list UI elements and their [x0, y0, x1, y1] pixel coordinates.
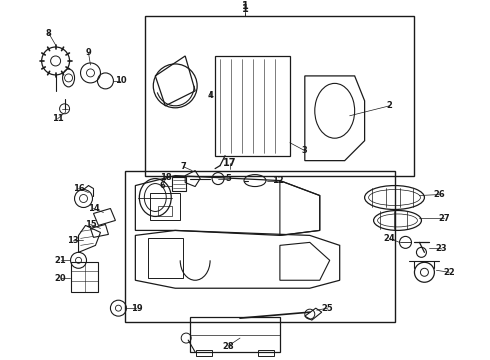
Bar: [258, 350, 274, 356]
Text: 13: 13: [67, 236, 78, 245]
Text: 9: 9: [86, 49, 91, 58]
Bar: [148, 238, 183, 278]
Bar: [150, 193, 180, 220]
Text: 23: 23: [436, 244, 447, 253]
Text: 10: 10: [115, 76, 126, 85]
Text: 22: 22: [443, 268, 455, 277]
Text: 7: 7: [180, 162, 186, 171]
Text: 8: 8: [46, 28, 51, 37]
Text: 26: 26: [434, 190, 445, 199]
Bar: [71, 262, 98, 292]
Text: 18: 18: [160, 173, 172, 182]
Text: 27: 27: [439, 214, 450, 223]
Bar: [190, 317, 280, 352]
Text: 1: 1: [242, 4, 248, 14]
Text: 19: 19: [130, 304, 142, 313]
Text: 2: 2: [387, 101, 392, 110]
Text: 16: 16: [73, 184, 84, 193]
Text: 21: 21: [55, 256, 67, 265]
Text: 1: 1: [242, 1, 248, 11]
Text: 6: 6: [159, 181, 165, 190]
Bar: [196, 350, 212, 356]
Text: 24: 24: [384, 234, 395, 243]
Text: 17: 17: [223, 158, 237, 168]
Text: 3: 3: [302, 146, 308, 155]
Bar: [146, 16, 415, 176]
Text: 5: 5: [225, 174, 231, 183]
Text: 12: 12: [272, 176, 284, 185]
Bar: [172, 177, 186, 190]
Bar: [158, 207, 172, 216]
Text: 14: 14: [88, 204, 99, 213]
Text: 20: 20: [55, 274, 67, 283]
Text: 11: 11: [52, 114, 64, 123]
Text: 25: 25: [322, 304, 334, 313]
Text: 15: 15: [85, 220, 97, 229]
Bar: [125, 171, 394, 322]
Bar: [215, 56, 290, 156]
Text: 4: 4: [207, 91, 213, 100]
Text: 28: 28: [222, 342, 234, 351]
